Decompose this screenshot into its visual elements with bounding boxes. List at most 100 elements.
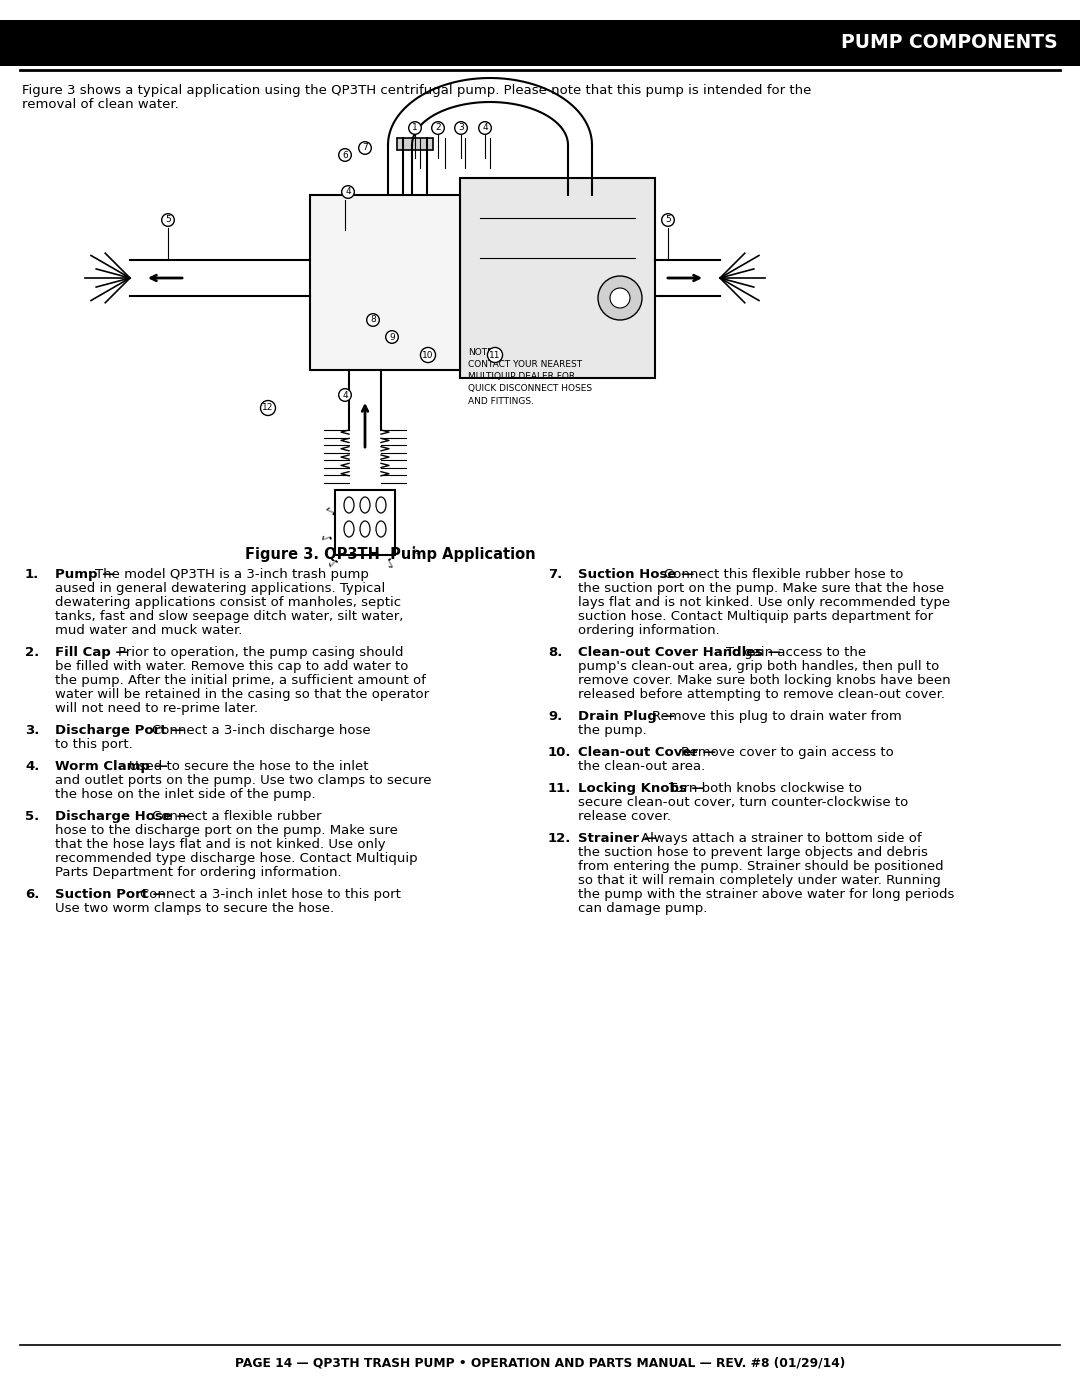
- Text: Connect this flexible rubber hose to: Connect this flexible rubber hose to: [663, 569, 903, 581]
- Text: ♪: ♪: [381, 553, 394, 569]
- Text: will not need to re-prime later.: will not need to re-prime later.: [55, 703, 258, 715]
- Ellipse shape: [360, 521, 370, 536]
- Text: 7: 7: [362, 144, 368, 152]
- Text: water will be retained in the casing so that the operator: water will be retained in the casing so …: [55, 687, 429, 701]
- Text: 7.: 7.: [548, 569, 563, 581]
- Bar: [397, 138, 433, 149]
- Text: suction hose. Contact Multiquip parts department for: suction hose. Contact Multiquip parts de…: [578, 610, 933, 623]
- Text: 1.: 1.: [25, 569, 39, 581]
- Text: Turn both knobs clockwise to: Turn both knobs clockwise to: [670, 782, 862, 795]
- Text: NOTE:
CONTACT YOUR NEAREST
MULTIQUIP DEALER FOR
QUICK DISCONNECT HOSES
AND FITTI: NOTE: CONTACT YOUR NEAREST MULTIQUIP DEA…: [468, 348, 592, 405]
- Text: 2.: 2.: [25, 645, 39, 659]
- Text: 5: 5: [665, 215, 671, 225]
- Text: be filled with water. Remove this cap to add water to: be filled with water. Remove this cap to…: [55, 659, 408, 673]
- Text: Clean-out Cover Handles —: Clean-out Cover Handles —: [578, 645, 786, 659]
- Bar: [0, 20, 1080, 66]
- Text: Use two worm clamps to secure the hose.: Use two worm clamps to secure the hose.: [55, 902, 334, 915]
- Text: 3.: 3.: [25, 724, 39, 738]
- Text: Discharge Port —: Discharge Port —: [55, 724, 189, 738]
- Text: so that it will remain completely under water. Running: so that it will remain completely under …: [578, 875, 941, 887]
- Text: 9.: 9.: [548, 710, 563, 724]
- Text: recommended type discharge hose. Contact Multiquip: recommended type discharge hose. Contact…: [55, 852, 418, 865]
- Text: 5: 5: [165, 215, 171, 225]
- Text: The model QP3TH is a 3-inch trash pump: The model QP3TH is a 3-inch trash pump: [95, 569, 368, 581]
- Text: that the hose lays flat and is not kinked. Use only: that the hose lays flat and is not kinke…: [55, 838, 386, 851]
- Text: Fill Cap —: Fill Cap —: [55, 645, 133, 659]
- Text: the clean-out area.: the clean-out area.: [578, 760, 705, 773]
- Text: 12.: 12.: [548, 833, 571, 845]
- Text: 1: 1: [413, 123, 418, 133]
- Text: Strainer —: Strainer —: [578, 833, 662, 845]
- Text: secure clean-out cover, turn counter-clockwise to: secure clean-out cover, turn counter-clo…: [578, 796, 908, 809]
- Text: Pump —: Pump —: [55, 569, 120, 581]
- Text: 6.: 6.: [25, 888, 39, 901]
- Text: Prior to operation, the pump casing should: Prior to operation, the pump casing shou…: [118, 645, 403, 659]
- Text: 10.: 10.: [548, 746, 571, 759]
- Text: 4: 4: [482, 123, 488, 133]
- Text: Connect a 3-inch discharge hose: Connect a 3-inch discharge hose: [152, 724, 370, 738]
- Text: Discharge Hose —: Discharge Hose —: [55, 810, 194, 823]
- Text: Suction Hose —: Suction Hose —: [578, 569, 699, 581]
- Text: tanks, fast and slow seepage ditch water, silt water,: tanks, fast and slow seepage ditch water…: [55, 610, 403, 623]
- Text: Connect a 3-inch inlet hose to this port: Connect a 3-inch inlet hose to this port: [140, 888, 402, 901]
- Text: ♪: ♪: [325, 504, 339, 515]
- Text: can damage pump.: can damage pump.: [578, 902, 707, 915]
- Bar: [335, 490, 395, 555]
- Ellipse shape: [345, 521, 354, 536]
- Ellipse shape: [345, 497, 354, 513]
- Text: Remove this plug to drain water from: Remove this plug to drain water from: [652, 710, 902, 724]
- Text: the pump with the strainer above water for long periods: the pump with the strainer above water f…: [578, 888, 955, 901]
- Text: 8: 8: [370, 316, 376, 324]
- Text: ♪: ♪: [325, 553, 340, 567]
- Ellipse shape: [360, 497, 370, 513]
- Text: 4.: 4.: [25, 760, 39, 773]
- Text: hose to the discharge port on the pump. Make sure: hose to the discharge port on the pump. …: [55, 824, 397, 837]
- Text: removal of clean water.: removal of clean water.: [22, 98, 179, 110]
- Text: from entering the pump. Strainer should be positioned: from entering the pump. Strainer should …: [578, 861, 944, 873]
- Text: 6: 6: [342, 151, 348, 159]
- Ellipse shape: [376, 497, 386, 513]
- Text: Parts Department for ordering information.: Parts Department for ordering informatio…: [55, 866, 341, 879]
- Text: 2: 2: [435, 123, 441, 133]
- Text: Connect a flexible rubber: Connect a flexible rubber: [152, 810, 322, 823]
- Text: 9: 9: [389, 332, 395, 341]
- Text: 4: 4: [342, 391, 348, 400]
- Text: Suction Port —: Suction Port —: [55, 888, 171, 901]
- Text: ♪: ♪: [405, 543, 420, 556]
- Text: Remove cover to gain access to: Remove cover to gain access to: [680, 746, 893, 759]
- Text: ordering information.: ordering information.: [578, 624, 719, 637]
- Text: 8.: 8.: [548, 645, 563, 659]
- Text: To gain access to the: To gain access to the: [726, 645, 866, 659]
- Text: Worm Clamp —: Worm Clamp —: [55, 760, 173, 773]
- Text: the suction hose to prevent large objects and debris: the suction hose to prevent large object…: [578, 847, 928, 859]
- Text: lays flat and is not kinked. Use only recommended type: lays flat and is not kinked. Use only re…: [578, 597, 950, 609]
- Text: mud water and muck water.: mud water and muck water.: [55, 624, 242, 637]
- Text: 3: 3: [458, 123, 464, 133]
- Text: 11.: 11.: [548, 782, 571, 795]
- Text: 10: 10: [422, 351, 434, 359]
- Text: ♪: ♪: [320, 529, 335, 542]
- Text: the suction port on the pump. Make sure that the hose: the suction port on the pump. Make sure …: [578, 583, 944, 595]
- Text: and outlet ports on the pump. Use two clamps to secure: and outlet ports on the pump. Use two cl…: [55, 774, 432, 787]
- Text: 11: 11: [489, 351, 501, 359]
- Text: PUMP COMPONENTS: PUMP COMPONENTS: [841, 34, 1058, 53]
- Text: the hose on the inlet side of the pump.: the hose on the inlet side of the pump.: [55, 788, 315, 800]
- Text: the pump.: the pump.: [578, 724, 647, 738]
- Text: released before attempting to remove clean-out cover.: released before attempting to remove cle…: [578, 687, 945, 701]
- Text: 12: 12: [262, 404, 273, 412]
- Ellipse shape: [376, 521, 386, 536]
- Text: 5.: 5.: [25, 810, 39, 823]
- Text: PAGE 14 — QP3TH TRASH PUMP • OPERATION AND PARTS MANUAL — REV. #8 (01/29/14): PAGE 14 — QP3TH TRASH PUMP • OPERATION A…: [234, 1356, 846, 1370]
- Text: Figure 3. QP3TH  Pump Application: Figure 3. QP3TH Pump Application: [245, 548, 536, 562]
- Bar: [310, 196, 460, 370]
- Text: pump's clean-out area, grip both handles, then pull to: pump's clean-out area, grip both handles…: [578, 659, 940, 673]
- Circle shape: [598, 277, 642, 320]
- Text: to this port.: to this port.: [55, 738, 133, 752]
- Text: Always attach a strainer to bottom side of: Always attach a strainer to bottom side …: [640, 833, 921, 845]
- Text: Used to secure the hose to the inlet: Used to secure the hose to the inlet: [130, 760, 368, 773]
- Bar: [460, 177, 654, 379]
- Text: dewatering applications consist of manholes, septic: dewatering applications consist of manho…: [55, 597, 401, 609]
- Text: Drain Plug —: Drain Plug —: [578, 710, 679, 724]
- Text: release cover.: release cover.: [578, 810, 671, 823]
- Text: Figure 3 shows a typical application using the QP3TH centrifugal pump. Please no: Figure 3 shows a typical application usi…: [22, 84, 811, 96]
